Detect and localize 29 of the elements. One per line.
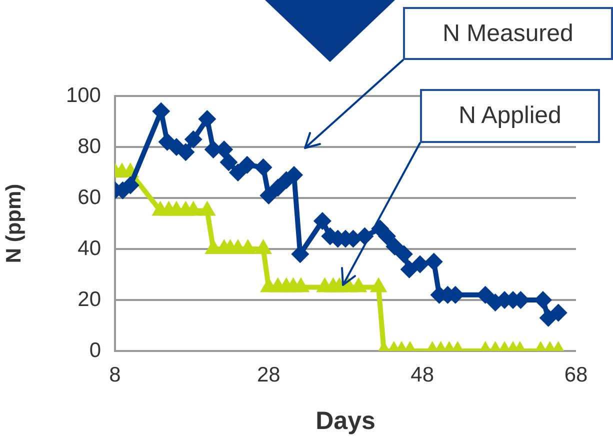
y-axis-title: N (ppm) xyxy=(2,184,26,264)
point xyxy=(370,277,388,292)
x-axis-title: Days xyxy=(316,406,376,435)
point xyxy=(184,200,202,216)
point xyxy=(228,164,247,182)
annotation: N Applied xyxy=(458,102,562,130)
point xyxy=(238,156,256,174)
y-tick-label: 100 xyxy=(66,84,101,107)
point xyxy=(292,277,310,292)
y-tick-label: 80 xyxy=(78,134,101,158)
callout-box: N Applied xyxy=(420,89,600,143)
y-tick-label: 60 xyxy=(78,186,101,209)
x-tick-label: 68 xyxy=(564,363,588,386)
point xyxy=(313,212,332,230)
point xyxy=(198,110,216,128)
point xyxy=(176,143,195,162)
point xyxy=(220,153,238,172)
point xyxy=(184,130,202,148)
y-tick-label: 0 xyxy=(89,338,101,362)
y-tick-label: 40 xyxy=(78,236,101,260)
callout-box: N Measured xyxy=(403,7,613,60)
point xyxy=(254,239,272,254)
point xyxy=(254,158,272,176)
x-tick-label: 48 xyxy=(410,363,434,386)
x-tick-label: 28 xyxy=(256,363,280,386)
x-tick-label: 8 xyxy=(109,363,121,386)
point xyxy=(198,200,216,216)
point xyxy=(350,277,368,292)
y-tick-label: 20 xyxy=(78,288,101,311)
